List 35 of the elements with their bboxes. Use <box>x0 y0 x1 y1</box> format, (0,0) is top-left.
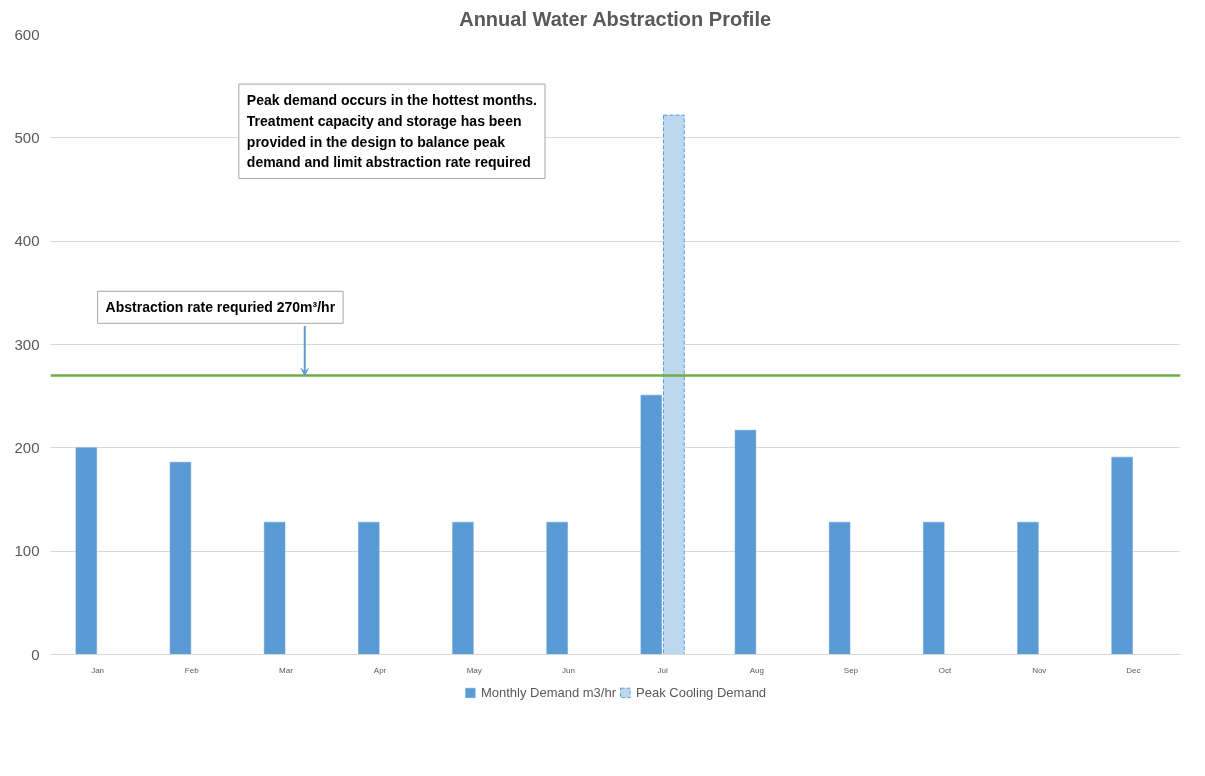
x-tick-label: Aug <box>749 665 764 675</box>
bar <box>1111 456 1133 655</box>
x-tick-label: Mar <box>279 665 294 675</box>
x-tick-label: May <box>466 665 482 675</box>
bar <box>923 521 945 655</box>
y-tick-label: 500 <box>14 128 40 146</box>
y-tick-label: 0 <box>31 645 40 663</box>
annotation: Peak demand occurs in the hottest months. Treatment capacity and storage has been provided in the design to balance peak demand and limit abstraction rate required <box>246 92 538 171</box>
y-tick-label: 200 <box>14 438 40 456</box>
x-tick-label: Jun <box>561 665 575 675</box>
x-tick-label: Jan <box>91 665 105 675</box>
bar <box>1017 521 1039 655</box>
bar <box>829 521 851 655</box>
y-tick-label: 400 <box>14 232 40 250</box>
y-tick-label: 600 <box>14 25 40 43</box>
x-tick-label: Oct <box>938 665 953 675</box>
x-tick-label: Jul <box>657 665 668 675</box>
bar <box>169 462 192 655</box>
x-tick-label: Dec <box>1126 665 1141 675</box>
bar <box>452 521 474 655</box>
x-tick-label: Apr <box>373 665 387 675</box>
legend-label: Peak Cooling Demand <box>636 684 767 700</box>
bar <box>734 430 757 655</box>
bar <box>75 447 97 655</box>
bar <box>264 521 286 655</box>
y-tick-label: 100 <box>14 542 40 560</box>
bar <box>546 521 568 655</box>
legend-label: Monthly Demand m3/hr <box>480 684 617 700</box>
ref-line-label: Abstraction rate requried 270m³/hr <box>105 299 336 316</box>
x-tick-label: Sep <box>843 665 859 675</box>
chart-title: Annual Water Abstraction Profile <box>459 7 772 30</box>
x-tick-label: Nov <box>1032 665 1047 675</box>
y-tick-label: 300 <box>14 335 40 353</box>
x-tick-label: Feb <box>184 665 200 675</box>
bar <box>358 521 380 655</box>
